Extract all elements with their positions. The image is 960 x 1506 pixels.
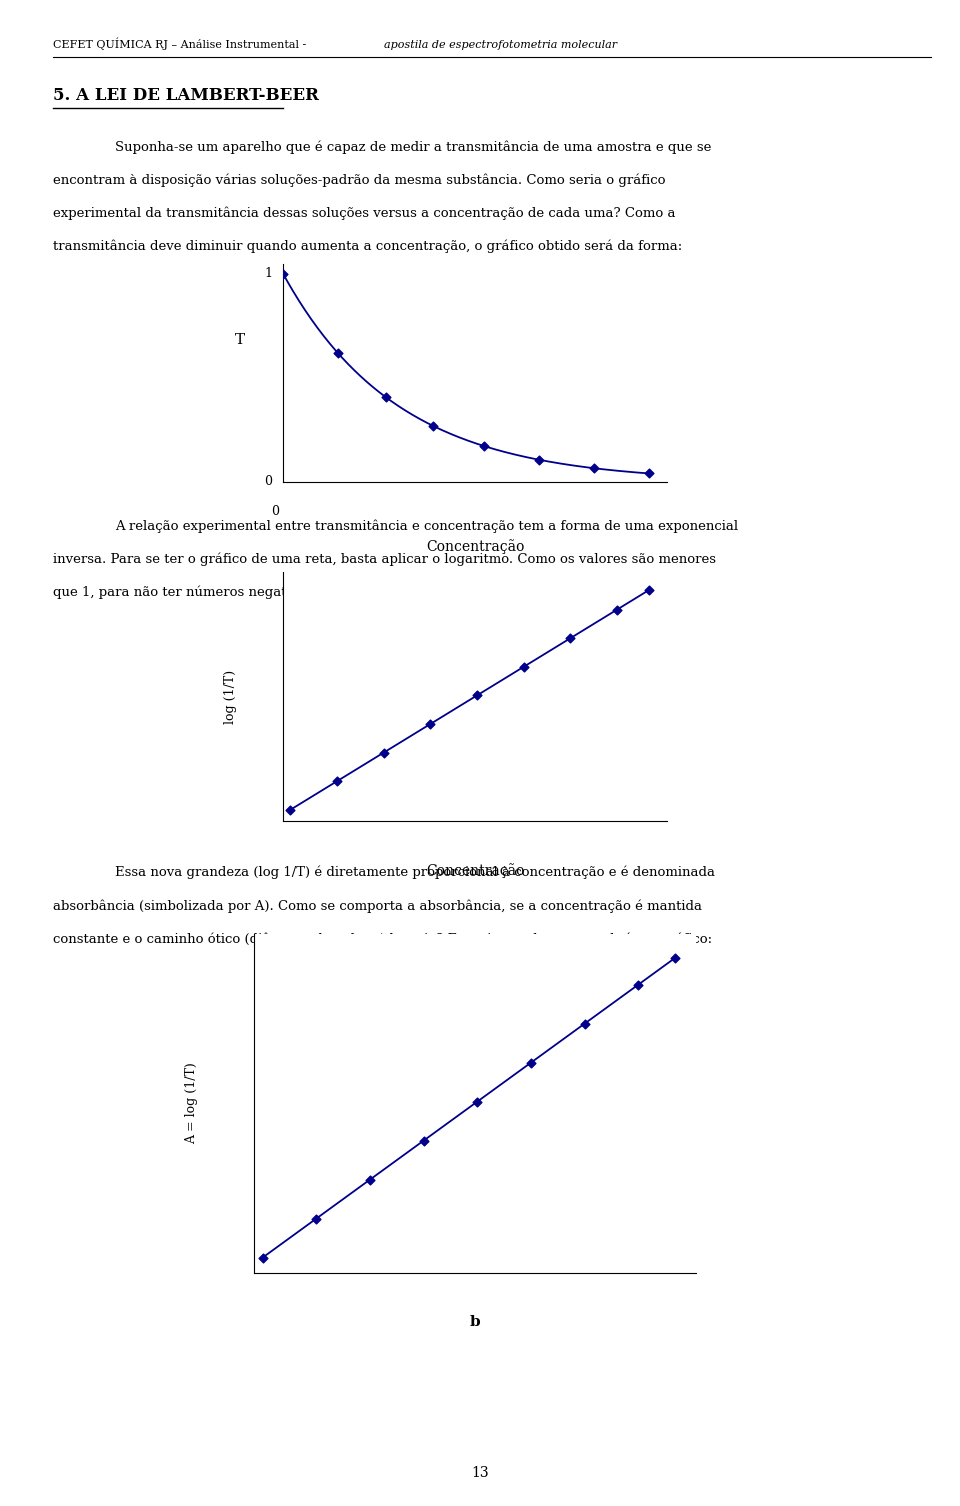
- Text: log (1/T): log (1/T): [224, 670, 237, 723]
- Text: 13: 13: [471, 1465, 489, 1480]
- Text: apostila de espectrofotometria molecular: apostila de espectrofotometria molecular: [384, 39, 617, 50]
- Text: A = log (1/T): A = log (1/T): [185, 1062, 199, 1145]
- Point: [376, 741, 392, 765]
- Text: constante e o caminho ótico (diâmetro da cubeta) b varia? Experimentalmente se o: constante e o caminho ótico (diâmetro da…: [53, 932, 712, 946]
- Point: [282, 798, 298, 822]
- Point: [308, 1206, 324, 1230]
- Text: Essa nova grandeza (log 1/T) é diretamente proporcional à concentração e é denom: Essa nova grandeza (log 1/T) é diretamen…: [115, 866, 715, 880]
- Point: [516, 655, 531, 679]
- Text: Concentração: Concentração: [426, 863, 524, 878]
- Point: [610, 598, 625, 622]
- Point: [255, 1245, 271, 1270]
- Point: [329, 770, 345, 794]
- Text: Concentração: Concentração: [426, 539, 524, 554]
- Point: [641, 461, 657, 485]
- Point: [425, 414, 441, 438]
- Point: [668, 946, 684, 970]
- Text: que 1, para não ter números negativos, aplica-se o logaritmo do inverso (log 1/T: que 1, para não ter números negativos, a…: [53, 586, 648, 599]
- Text: inversa. Para se ter o gráfico de uma reta, basta aplicar o logaritmo. Como os v: inversa. Para se ter o gráfico de uma re…: [53, 553, 716, 566]
- Text: absorbância (simbolizada por A). Como se comporta a absorbância, se a concentraç: absorbância (simbolizada por A). Como se…: [53, 899, 702, 913]
- Text: 0: 0: [272, 505, 279, 518]
- Point: [631, 973, 646, 997]
- Text: experimental da transmitância dessas soluções versus a concentração de cada uma?: experimental da transmitância dessas sol…: [53, 206, 675, 220]
- Point: [641, 578, 657, 602]
- Text: b: b: [469, 1315, 481, 1328]
- Point: [587, 456, 602, 480]
- Text: A relação experimental entre transmitância e concentração tem a forma de uma exp: A relação experimental entre transmitânc…: [115, 520, 738, 533]
- Text: CEFET QUÍMICA RJ – Análise Instrumental -: CEFET QUÍMICA RJ – Análise Instrumental …: [53, 38, 309, 50]
- Text: encontram à disposição várias soluções-padrão da mesma substância. Como seria o : encontram à disposição várias soluções-p…: [53, 173, 665, 187]
- Text: T: T: [235, 333, 245, 346]
- Point: [362, 1167, 377, 1191]
- Text: 5. A LEI DE LAMBERT-BEER: 5. A LEI DE LAMBERT-BEER: [53, 87, 319, 104]
- Point: [563, 626, 578, 651]
- Point: [532, 447, 547, 471]
- Text: Suponha-se um aparelho que é capaz de medir a transmitância de uma amostra e que: Suponha-se um aparelho que é capaz de me…: [115, 140, 711, 154]
- Point: [469, 1090, 485, 1114]
- Text: transmitância deve diminuir quando aumenta a concentração, o gráfico obtido será: transmitância deve diminuir quando aumen…: [53, 239, 682, 253]
- Point: [477, 434, 492, 458]
- Point: [378, 386, 394, 410]
- Point: [422, 712, 438, 736]
- Point: [276, 262, 291, 286]
- Point: [469, 684, 485, 708]
- Point: [416, 1128, 431, 1152]
- Point: [523, 1051, 539, 1075]
- Point: [330, 342, 346, 366]
- Point: [577, 1012, 592, 1036]
- Text: 0: 0: [264, 476, 273, 488]
- Text: 1: 1: [264, 268, 273, 280]
